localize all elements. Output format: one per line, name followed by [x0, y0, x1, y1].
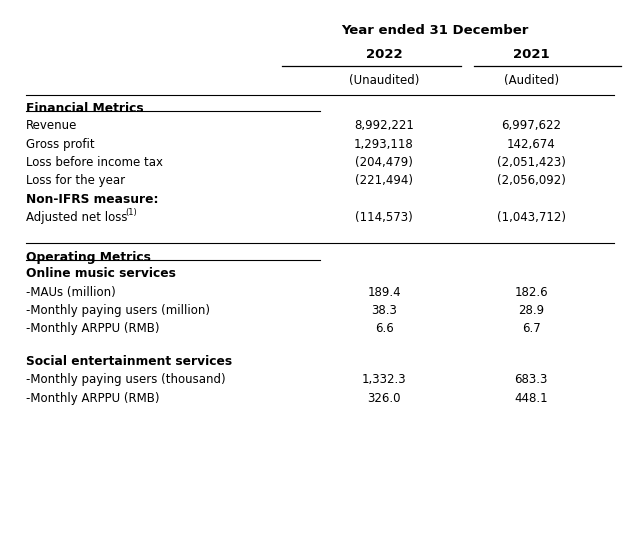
Text: (Unaudited): (Unaudited)	[349, 74, 419, 87]
Text: 448.1: 448.1	[515, 392, 548, 405]
Text: Social entertainment services: Social entertainment services	[26, 355, 232, 368]
Text: (1,043,712): (1,043,712)	[497, 211, 566, 224]
Text: 1,293,118: 1,293,118	[354, 138, 414, 151]
Text: 189.4: 189.4	[367, 286, 401, 299]
Text: 182.6: 182.6	[515, 286, 548, 299]
Text: 1,332.3: 1,332.3	[362, 373, 406, 386]
Text: Financial Metrics: Financial Metrics	[26, 102, 143, 115]
Text: 2021: 2021	[513, 48, 550, 61]
Text: (2,056,092): (2,056,092)	[497, 174, 566, 187]
Text: (1): (1)	[125, 208, 136, 217]
Text: Operating Metrics: Operating Metrics	[26, 251, 150, 264]
Text: (Audited): (Audited)	[504, 74, 559, 87]
Text: 6.7: 6.7	[522, 322, 541, 335]
Text: (114,573): (114,573)	[355, 211, 413, 224]
Text: 28.9: 28.9	[518, 304, 544, 317]
Text: 8,992,221: 8,992,221	[354, 119, 414, 132]
Text: 38.3: 38.3	[371, 304, 397, 317]
Text: Year ended 31 December: Year ended 31 December	[342, 24, 529, 37]
Text: Non-IFRS measure:: Non-IFRS measure:	[26, 193, 158, 206]
Text: Gross profit: Gross profit	[26, 138, 94, 151]
Text: Loss before income tax: Loss before income tax	[26, 156, 163, 169]
Text: Adjusted net loss: Adjusted net loss	[26, 211, 127, 224]
Text: -Monthly paying users (million): -Monthly paying users (million)	[26, 304, 210, 317]
Text: 6,997,622: 6,997,622	[501, 119, 561, 132]
Text: (2,051,423): (2,051,423)	[497, 156, 566, 169]
Text: (204,479): (204,479)	[355, 156, 413, 169]
Text: 6.6: 6.6	[374, 322, 394, 335]
Text: -Monthly ARPPU (RMB): -Monthly ARPPU (RMB)	[26, 322, 159, 335]
Text: 683.3: 683.3	[515, 373, 548, 386]
Text: -MAUs (million): -MAUs (million)	[26, 286, 115, 299]
Text: 326.0: 326.0	[367, 392, 401, 405]
Text: Revenue: Revenue	[26, 119, 77, 132]
Text: 142,674: 142,674	[507, 138, 556, 151]
Text: -Monthly paying users (thousand): -Monthly paying users (thousand)	[26, 373, 225, 386]
Text: -Monthly ARPPU (RMB): -Monthly ARPPU (RMB)	[26, 392, 159, 405]
Text: Loss for the year: Loss for the year	[26, 174, 125, 187]
Text: (221,494): (221,494)	[355, 174, 413, 187]
Text: Online music services: Online music services	[26, 267, 175, 280]
Text: 2022: 2022	[365, 48, 403, 61]
